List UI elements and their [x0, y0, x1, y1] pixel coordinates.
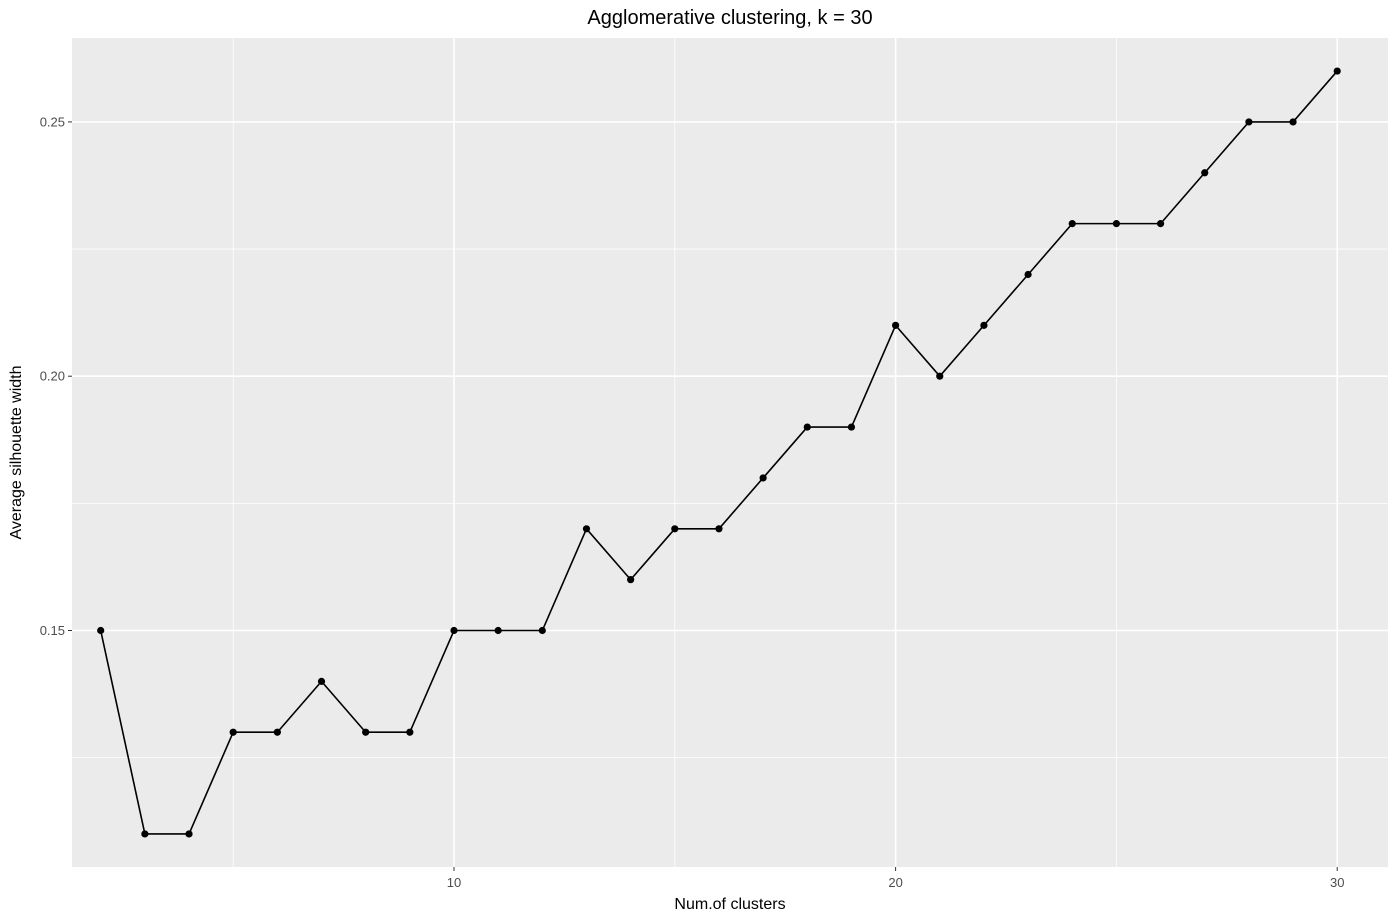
major-gridlines [72, 38, 1388, 867]
data-point [538, 626, 546, 635]
data-point [847, 423, 856, 431]
data-point [627, 576, 635, 584]
data-point [1156, 220, 1165, 228]
data-point [450, 626, 458, 635]
data-point [980, 321, 988, 329]
x-tick-label: 30 [1330, 875, 1344, 890]
data-point [936, 372, 944, 380]
plot-panel [72, 38, 1388, 867]
y-tick-label: 0.25 [40, 114, 65, 129]
data-point [1289, 118, 1297, 126]
data-point [406, 728, 414, 736]
y-tick-label: 0.20 [40, 369, 65, 384]
data-point [97, 626, 105, 635]
data-point [141, 830, 149, 838]
data-point [1068, 220, 1076, 228]
data-point [362, 728, 370, 736]
data-point [803, 423, 811, 431]
x-tick-label: 10 [447, 875, 461, 890]
data-point [317, 677, 326, 685]
data-point [759, 474, 767, 482]
data-point [229, 728, 237, 736]
data-point [1333, 67, 1341, 75]
y-axis-title: Average silhouette width [8, 365, 25, 539]
data-point [671, 525, 679, 533]
data-point [1024, 270, 1032, 279]
y-axis-ticks: 0.15 0.20 0.25 [40, 114, 72, 638]
data-point [494, 626, 502, 635]
chart-title: Agglomerative clustering, k = 30 [587, 7, 872, 29]
x-axis-title: Num.of clusters [674, 896, 785, 913]
data-point [582, 525, 591, 533]
data-point [715, 525, 723, 533]
x-axis-ticks: 10 20 30 [447, 867, 1344, 890]
data-point [273, 728, 281, 736]
x-tick-label: 20 [888, 875, 902, 890]
data-point [892, 321, 900, 329]
data-point [1201, 169, 1209, 177]
minor-gridlines [72, 38, 1388, 867]
data-point [1112, 220, 1121, 228]
y-tick-label: 0.15 [40, 623, 65, 638]
data-points [97, 67, 1341, 838]
data-point [185, 830, 193, 838]
data-point [1245, 118, 1253, 126]
